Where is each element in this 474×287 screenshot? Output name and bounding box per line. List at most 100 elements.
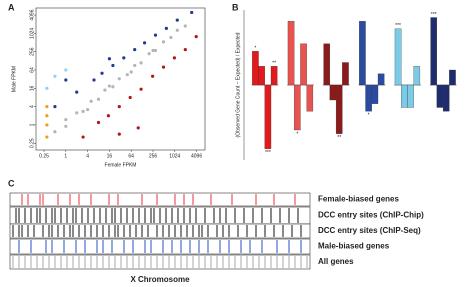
point xyxy=(45,114,49,118)
point xyxy=(53,74,57,78)
y-tick-label: 4 xyxy=(29,105,35,108)
point xyxy=(164,26,168,30)
x-tick-label: 64 xyxy=(128,153,134,159)
x-tick-label: 1 xyxy=(64,153,67,159)
point xyxy=(128,95,132,100)
bar xyxy=(335,84,343,134)
point xyxy=(161,65,166,69)
point xyxy=(103,88,107,92)
significance-label: *** xyxy=(395,23,401,29)
significance-label: * xyxy=(296,131,298,137)
point xyxy=(151,48,155,53)
track-frame xyxy=(9,238,311,255)
panel-label: B xyxy=(232,2,239,12)
point xyxy=(86,107,90,112)
point xyxy=(139,61,143,65)
point xyxy=(117,105,121,109)
point xyxy=(45,86,49,90)
point xyxy=(64,78,68,82)
point xyxy=(194,35,198,39)
y-axis-label: Male FPKM xyxy=(11,66,17,92)
x-tick-label: 0.25 xyxy=(39,153,49,159)
significance-label: * xyxy=(254,46,256,52)
track-label: Male-biased genes xyxy=(318,242,390,251)
point xyxy=(142,41,147,45)
track-label: DCC entry sites (ChIP-Chip) xyxy=(318,211,424,220)
bar xyxy=(270,66,278,86)
x-axis-label: Female FPKM xyxy=(105,162,137,168)
bar xyxy=(306,84,314,112)
bar xyxy=(449,69,456,86)
point xyxy=(190,10,194,15)
bar xyxy=(264,84,272,149)
point xyxy=(45,123,49,127)
point xyxy=(175,28,179,32)
bar xyxy=(287,21,295,86)
point xyxy=(111,63,115,68)
point xyxy=(64,68,68,72)
bar xyxy=(294,84,301,131)
bar xyxy=(258,66,265,86)
bar xyxy=(394,28,402,86)
significance-label: ** xyxy=(337,135,341,141)
point xyxy=(45,135,49,139)
point xyxy=(153,33,158,37)
y-tick-label: 64 xyxy=(29,67,35,73)
track-label: Female-biased genes xyxy=(318,195,399,204)
significance-label: * xyxy=(368,113,370,119)
bar xyxy=(442,84,450,112)
point xyxy=(117,77,121,81)
bar xyxy=(300,43,307,86)
point xyxy=(64,117,68,122)
point xyxy=(53,130,57,134)
y-tick-label: 1 xyxy=(29,123,35,126)
panel-label: C xyxy=(8,178,15,188)
bar xyxy=(323,43,331,86)
point xyxy=(133,48,137,52)
point xyxy=(92,78,96,82)
point xyxy=(75,90,79,94)
track-label: All genes xyxy=(318,257,354,266)
significance-label: *** xyxy=(431,12,437,18)
bar xyxy=(401,84,408,108)
point xyxy=(183,48,187,52)
x-tick-label: 256 xyxy=(149,153,158,159)
y-tick-label: 1024 xyxy=(29,28,35,39)
point xyxy=(161,40,166,44)
point xyxy=(153,48,158,53)
x-axis-label: X Chromosome xyxy=(130,275,190,284)
significance-label: ** xyxy=(272,61,276,67)
point xyxy=(96,97,101,101)
point xyxy=(81,109,85,113)
point xyxy=(172,56,177,60)
point xyxy=(64,124,68,128)
bar xyxy=(436,84,444,108)
y-tick-label: 4096 xyxy=(29,9,35,20)
point xyxy=(136,126,140,130)
point xyxy=(147,52,151,56)
bar xyxy=(430,17,438,86)
track-label: DCC entry sites (ChIP-Seq) xyxy=(318,226,421,235)
bar xyxy=(252,51,259,86)
point xyxy=(96,120,101,125)
point xyxy=(100,71,104,75)
point xyxy=(169,35,173,40)
point xyxy=(106,114,110,118)
point xyxy=(81,135,85,139)
significance-label: *** xyxy=(265,150,271,156)
point xyxy=(175,18,179,22)
y-tick-label: 16 xyxy=(29,85,35,91)
point xyxy=(45,105,49,109)
point xyxy=(122,56,126,60)
point xyxy=(125,73,129,77)
bar xyxy=(371,84,379,104)
point xyxy=(111,85,115,89)
x-tick-label: 4096 xyxy=(191,153,202,159)
point xyxy=(75,111,79,115)
point xyxy=(151,74,155,78)
bar xyxy=(365,84,372,112)
track-frame xyxy=(9,192,311,207)
point xyxy=(117,132,121,136)
x-tick-label: 4 xyxy=(86,153,89,159)
